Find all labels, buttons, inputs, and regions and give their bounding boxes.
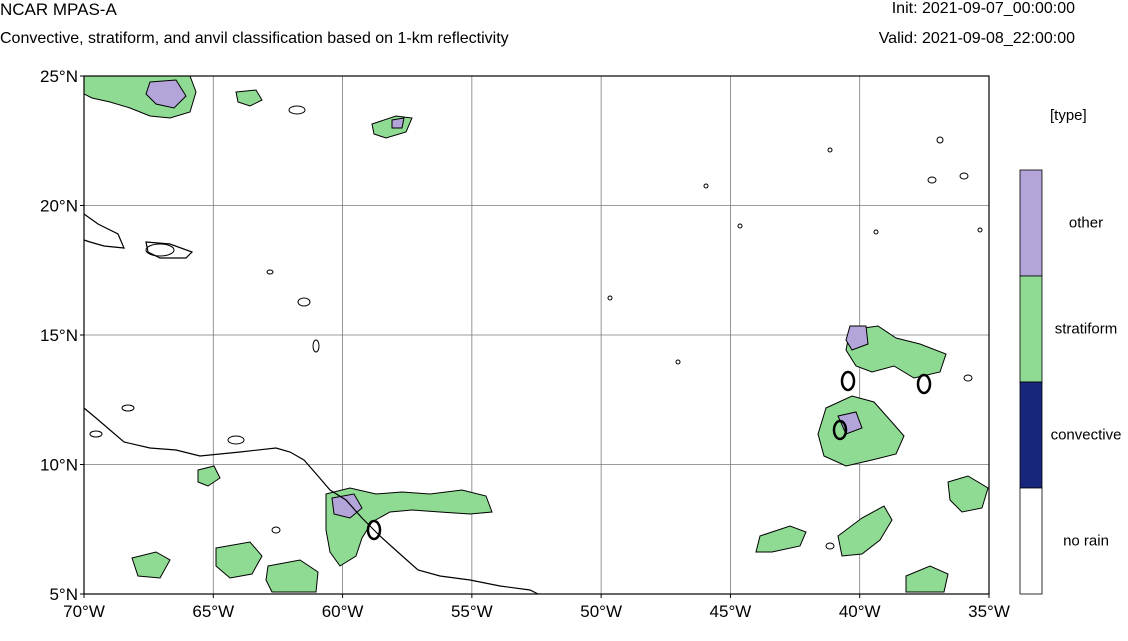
y-tick-label: 10°N — [40, 456, 78, 475]
precip-cell — [265, 559, 319, 593]
precip-cell — [845, 325, 869, 351]
y-tick-label: 25°N — [40, 67, 78, 86]
precip-cell — [755, 525, 807, 553]
y-tick-label: 20°N — [40, 197, 78, 216]
coastline-hispaniola — [83, 213, 125, 249]
x-tick-label: 70°W — [63, 602, 105, 621]
precip-cell — [331, 493, 363, 519]
precip-cells — [83, 75, 989, 593]
axis-tick-labels: 70°W 65°W 60°W 55°W 50°W 45°W 40°W 35°W 25°N 20°N… — [40, 67, 1010, 621]
precip-cell — [235, 89, 263, 107]
scattered-contours — [89, 105, 983, 550]
x-tick-label: 40°W — [839, 602, 881, 621]
x-tick-label: 55°W — [451, 602, 493, 621]
y-tick-label: 15°N — [40, 326, 78, 345]
precip-cell — [145, 79, 187, 109]
legend-label-no-rain: no rain — [1063, 532, 1109, 550]
x-tick-label: 35°W — [968, 602, 1010, 621]
precip-cell — [197, 465, 221, 487]
coastlines — [83, 213, 539, 595]
legend-label-stratiform: stratiform — [1054, 320, 1118, 338]
precip-cell — [391, 117, 405, 129]
y-tick-label: 5°N — [49, 585, 78, 604]
precip-cell — [817, 395, 905, 467]
legend-colorbar — [1019, 169, 1043, 595]
legend-swatch-no-rain — [1019, 487, 1043, 595]
precip-cell — [837, 505, 893, 557]
map-subtitle: Convective, stratiform, and anvil classi… — [0, 30, 509, 47]
init-time: Init: 2021-09-07_00:00:00 — [891, 0, 1075, 17]
precip-cell — [905, 565, 949, 593]
x-tick-label: 60°W — [322, 602, 364, 621]
legend-label-other: other — [1068, 214, 1104, 232]
precip-cell — [131, 551, 171, 579]
precip-cell — [837, 411, 863, 435]
map-title: NCAR MPAS-A — [0, 0, 117, 19]
x-tick-label: 50°W — [580, 602, 622, 621]
precip-cell — [215, 541, 263, 579]
legend-title: [type] — [1050, 107, 1087, 124]
graticule — [84, 76, 989, 594]
valid-time: Valid: 2021-09-08_22:00:00 — [878, 30, 1075, 47]
x-tick-label: 65°W — [192, 602, 234, 621]
x-tick-label: 45°W — [710, 602, 752, 621]
precip-cell — [947, 475, 989, 513]
legend-label-convective: convective — [1050, 426, 1122, 444]
coastline-venezuela — [83, 407, 539, 595]
precip-cell — [325, 487, 493, 567]
coastline-puerto-rico — [145, 241, 194, 259]
